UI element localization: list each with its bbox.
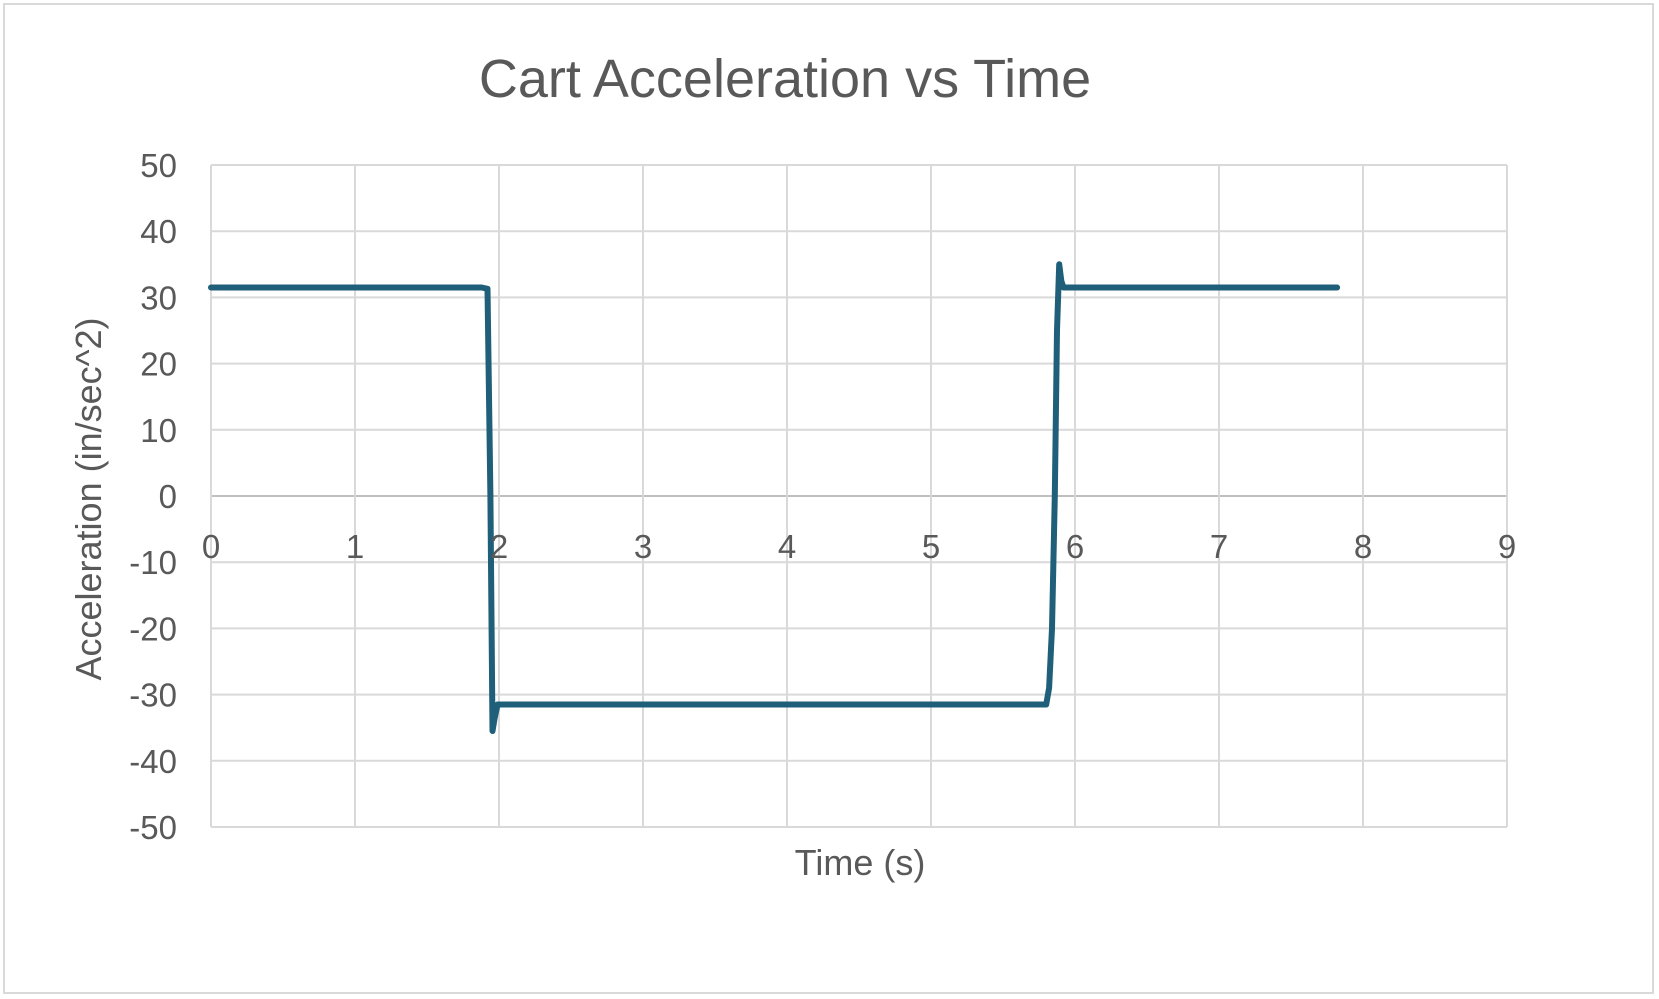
x-tick-label: 9 xyxy=(1498,528,1516,565)
x-tick-label: 6 xyxy=(1066,528,1084,565)
y-tick-label: 20 xyxy=(140,346,177,383)
y-axis-ticks: 50 40 30 20 10 0 -10 -20 -30 -40 -50 xyxy=(129,147,177,846)
x-axis-title: Time (s) xyxy=(795,842,926,883)
y-tick-label: 40 xyxy=(140,213,177,250)
x-tick-label: 1 xyxy=(346,528,364,565)
y-tick-label: -20 xyxy=(129,610,177,647)
y-tick-label: -50 xyxy=(129,809,177,846)
chart: Cart Acceleration vs Time 50403020100-10… xyxy=(68,49,1516,883)
chart-frame: Cart Acceleration vs Time 50 40 30 20 10 0 -10… xyxy=(3,3,1654,994)
series-layer xyxy=(208,261,1341,734)
y-tick-label: -40 xyxy=(129,743,177,780)
x-tick-label: 0 xyxy=(202,528,220,565)
x-tick-label: 5 xyxy=(922,528,940,565)
grid xyxy=(210,164,1508,828)
y-tick-label: -10 xyxy=(129,544,177,581)
y-tick-label: 50 xyxy=(140,147,177,184)
y-tick-label: -30 xyxy=(129,677,177,714)
series-line xyxy=(208,261,1341,734)
x-tick-label: 2 xyxy=(490,528,508,565)
x-tick-label: 3 xyxy=(634,528,652,565)
y-tick-label: 30 xyxy=(140,279,177,316)
x-tick-label: 7 xyxy=(1210,528,1228,565)
y-tick-label: 0 xyxy=(159,478,177,515)
x-axis-ticks: 0 1 2 3 4 5 6 7 8 9 xyxy=(202,528,1516,565)
x-tick-label: 8 xyxy=(1354,528,1372,565)
chart-title: Cart Acceleration vs Time xyxy=(479,49,1091,109)
y-axis-title: Acceleration (in/sec^2) xyxy=(68,317,109,680)
x-tick-label: 4 xyxy=(778,528,796,565)
y-tick-label: 10 xyxy=(140,412,177,449)
